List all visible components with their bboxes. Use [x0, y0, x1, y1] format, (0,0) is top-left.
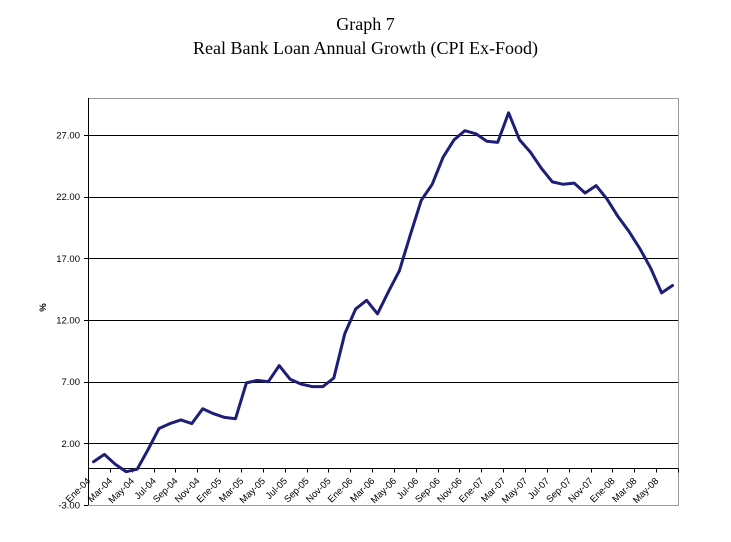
data-line-series — [92, 111, 674, 474]
chart-subtitle: Real Bank Loan Annual Growth (CPI Ex-Foo… — [193, 38, 538, 58]
y-tick-label: 27.00 — [56, 131, 80, 142]
chart-title: Graph 7 — [336, 14, 395, 34]
y-tick-label: 12.00 — [56, 316, 80, 327]
y-tick-label: 2.00 — [62, 439, 81, 450]
y-tick-label: -3.00 — [58, 501, 80, 512]
y-tick-label: 22.00 — [56, 192, 80, 203]
y-tick-label: 7.00 — [62, 377, 81, 388]
y-axis-title: % — [38, 303, 49, 312]
y-tick-label: 17.00 — [56, 254, 80, 265]
